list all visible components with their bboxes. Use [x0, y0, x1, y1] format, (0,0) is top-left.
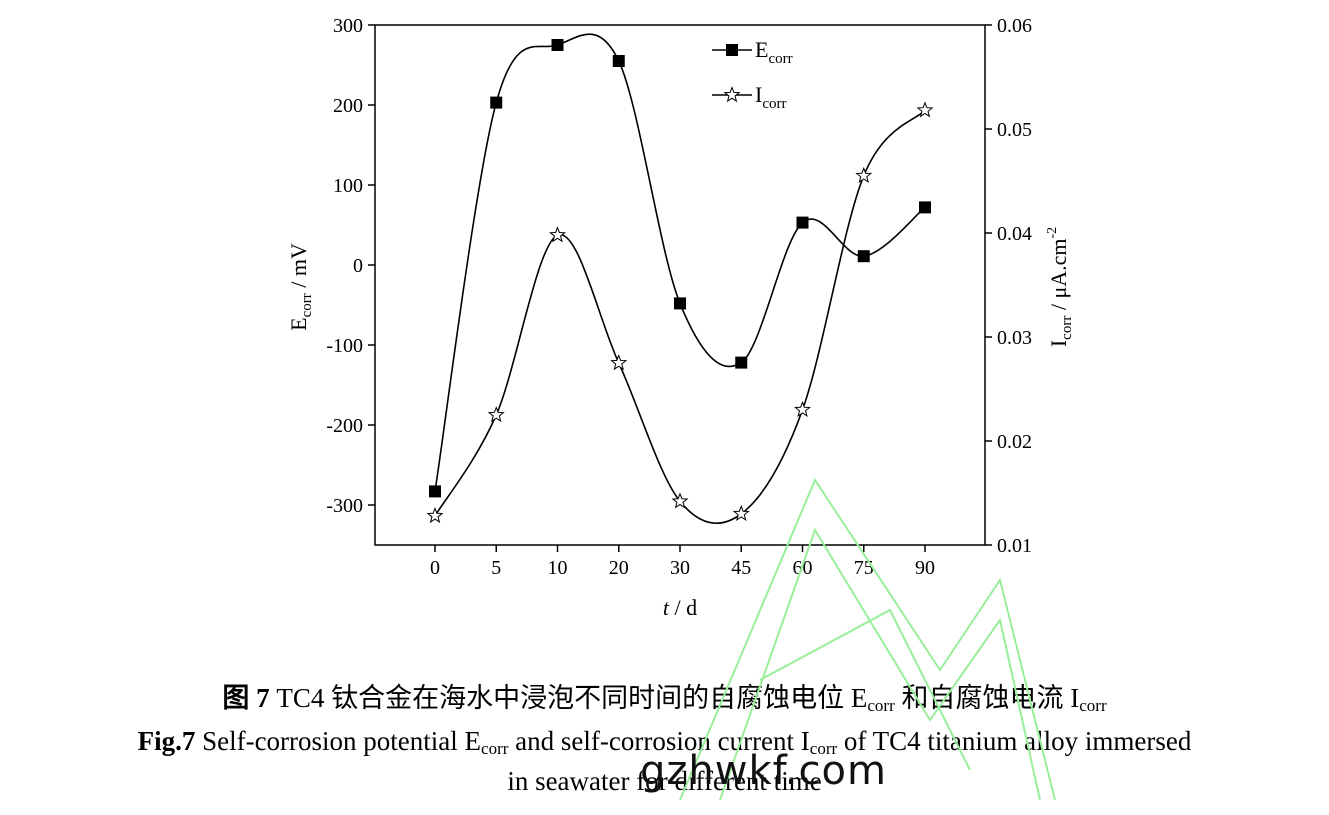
left-tick-label: -300	[326, 495, 363, 517]
icorr-marker	[671, 492, 689, 509]
figure-number-en: Fig.7	[137, 726, 196, 756]
plot-border	[374, 24, 986, 546]
x-tick-label: 30	[670, 557, 690, 579]
right-tick-label: 0.04	[997, 223, 1032, 245]
x-tick-label: 20	[609, 557, 629, 579]
ecorr-marker	[857, 250, 870, 263]
ecorr-marker	[674, 297, 686, 310]
caption-english-line2: in seawater for different time	[507, 766, 822, 796]
ecorr-marker	[612, 55, 625, 67]
right-tick-label: 0.03	[997, 327, 1032, 349]
icorr-marker	[487, 406, 505, 423]
icorr-marker	[426, 506, 444, 524]
left-tick-label: -100	[326, 335, 363, 357]
left-tick-label: 100	[333, 175, 363, 197]
icorr-marker	[916, 101, 934, 118]
right-y-axis: 0.06 0.05 0.04 0.03 0.02 0.01	[985, 15, 1032, 557]
left-tick-label: 200	[333, 95, 363, 117]
right-tick-label: 0.02	[997, 431, 1032, 453]
left-tick-label: 300	[333, 15, 363, 37]
x-tick-label: 5	[491, 557, 501, 579]
ecorr-marker	[735, 356, 748, 369]
series-markers	[426, 39, 934, 524]
x-tick-label: 90	[915, 557, 935, 579]
x-axis-label: t / d	[663, 595, 697, 620]
watermark-logo	[679, 477, 1056, 801]
caption-english: Fig.7 Self-corrosion potential Ecorr and…	[137, 726, 1192, 758]
plot-frame	[374, 24, 986, 546]
legend-marker-square	[726, 44, 738, 56]
ecorr-marker	[429, 485, 441, 498]
series-curves	[434, 33, 926, 524]
left-y-axis-label: Ecorr / mV	[286, 243, 315, 331]
caption-chinese: 图 7 TC4 钛合金在海水中浸泡不同时间的自腐蚀电位 Ecorr 和自腐蚀电流…	[222, 683, 1107, 715]
legend-marker-star	[723, 86, 741, 103]
right-tick-label: 0.01	[997, 535, 1032, 557]
legend-label: Ecorr	[755, 37, 793, 67]
icorr-marker	[610, 354, 628, 371]
right-y-axis-label: Icorr / μA.cm-2	[1045, 227, 1075, 347]
left-tick-label: 0	[353, 255, 363, 277]
right-tick-label: 0.06	[997, 15, 1032, 37]
legend: Ecorr Icorr	[712, 37, 793, 112]
ecorr-marker	[919, 201, 931, 214]
ecorr-marker	[796, 216, 809, 229]
icorr-marker	[794, 400, 811, 418]
icorr-marker	[732, 504, 750, 522]
ecorr-marker	[551, 39, 564, 51]
watermark-text: gzhwkf.com	[640, 748, 887, 794]
icorr-marker	[549, 226, 566, 243]
x-tick-label: 45	[731, 557, 751, 579]
series-line-e-corr	[434, 33, 926, 492]
series-line-i-corr	[434, 109, 926, 524]
right-tick-label: 0.05	[997, 119, 1032, 141]
icorr-marker	[855, 166, 873, 184]
left-tick-label: -200	[326, 415, 363, 437]
figure-number-zh: 图 7	[222, 683, 270, 713]
x-tick-label: 0	[430, 557, 440, 579]
x-axis: 0 5 10 20 30 45 60 75 90	[430, 545, 935, 579]
x-tick-label: 10	[548, 557, 568, 579]
ecorr-marker	[490, 96, 503, 109]
legend-label: Icorr	[755, 82, 786, 112]
left-y-axis: 300 200 100 0 -100 -200 -300	[326, 15, 375, 517]
